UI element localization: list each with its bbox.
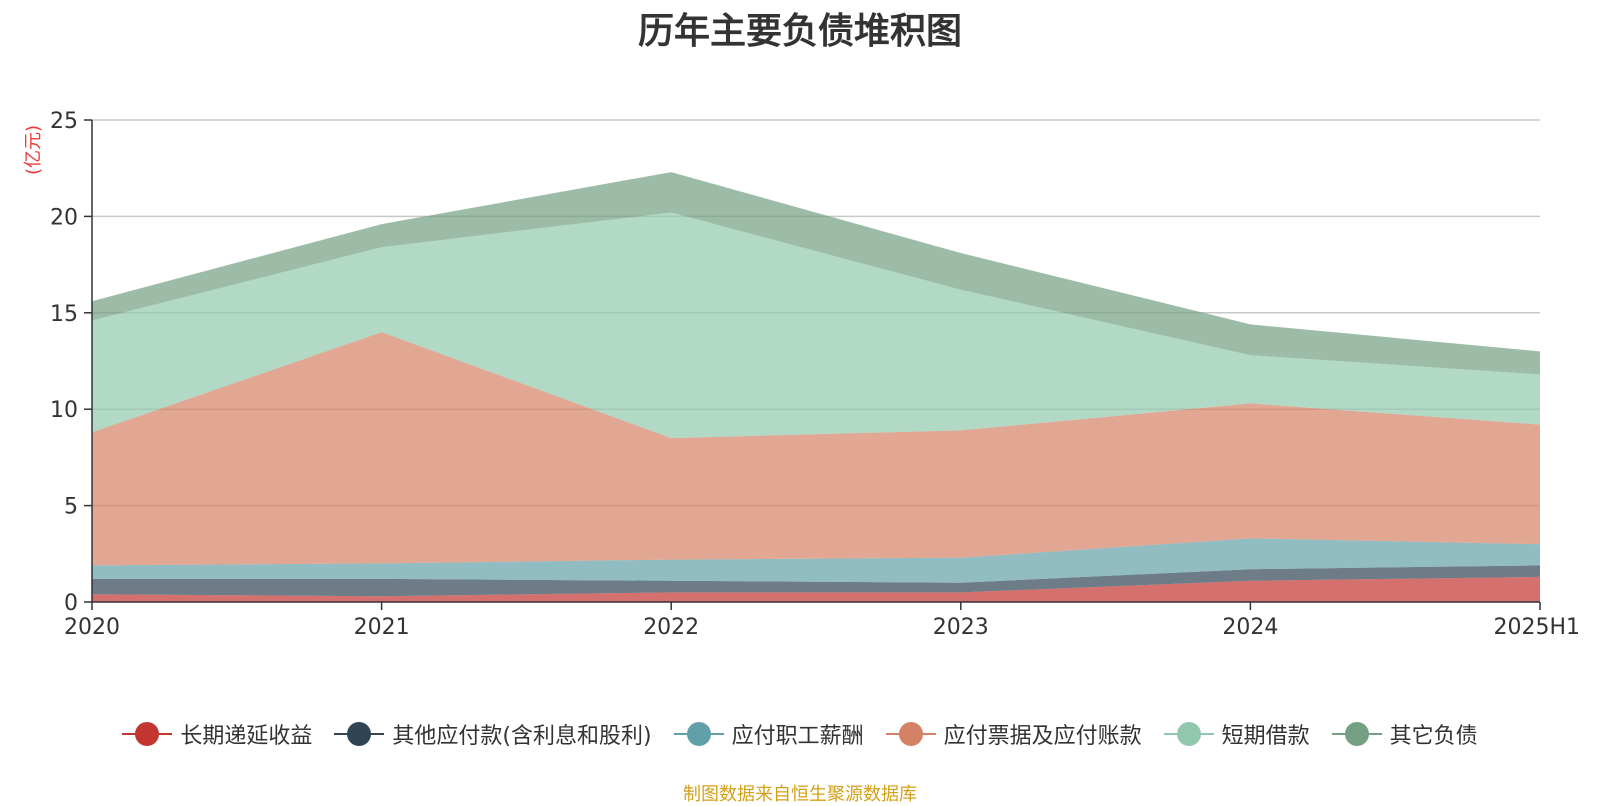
legend-label: 短期借款 bbox=[1221, 724, 1310, 749]
source-note: 制图数据来自恒生聚源数据库 bbox=[683, 784, 917, 805]
area-series-0 bbox=[92, 576, 1540, 602]
x-tick-label-3: 2023 bbox=[933, 615, 989, 640]
legend-marker-icon bbox=[1163, 721, 1214, 747]
x-tick-label-0: 2020 bbox=[64, 615, 120, 640]
y-tick-label-5: 5 bbox=[64, 495, 78, 520]
y-tick-label-25: 25 bbox=[50, 109, 78, 134]
y-tick-label-20: 20 bbox=[50, 205, 78, 230]
legend-label: 应付票据及应付账款 bbox=[943, 724, 1142, 749]
x-tick-label-4: 2024 bbox=[1222, 615, 1278, 640]
area-series-4 bbox=[92, 212, 1540, 439]
legend-item-5[interactable]: 其它负债 bbox=[1331, 718, 1478, 750]
y-tick-label-0: 0 bbox=[64, 591, 78, 616]
axes: 0 5 10 15 20 25 2020 2021 2022 2023 2024 2025H1 bbox=[50, 109, 1580, 640]
legend-marker-icon bbox=[122, 721, 173, 747]
legend-item-1[interactable]: 其他应付款(含利息和股利) bbox=[334, 718, 652, 750]
legend: 长期递延收益 其他应付款(含利息和股利) 应付职工薪酬 应付票据及应付账款 短期借款 其它… bbox=[0, 714, 1600, 754]
legend-label: 其它负债 bbox=[1389, 724, 1478, 749]
legend-label: 应付职工薪酬 bbox=[731, 724, 864, 749]
legend-item-0[interactable]: 长期递延收益 bbox=[122, 718, 312, 750]
chart-title: 历年主要负债堆积图 bbox=[637, 11, 962, 52]
area-series-1 bbox=[92, 565, 1540, 597]
area-series-3 bbox=[92, 332, 1540, 566]
y-tick-label-10: 10 bbox=[50, 398, 78, 423]
legend-label: 长期递延收益 bbox=[180, 724, 313, 749]
area-series bbox=[92, 172, 1540, 602]
legend-item-2[interactable]: 应付职工薪酬 bbox=[673, 718, 864, 750]
legend-label: 其他应付款(含利息和股利) bbox=[392, 724, 652, 749]
y-tick-label-15: 15 bbox=[50, 302, 78, 327]
legend-marker-icon bbox=[334, 721, 385, 747]
area-series-2 bbox=[92, 538, 1540, 583]
x-tick-label-5: 2025H1 bbox=[1493, 615, 1580, 640]
legend-marker-icon bbox=[673, 721, 724, 747]
legend-marker-icon bbox=[885, 721, 936, 747]
x-tick-label-2: 2022 bbox=[643, 615, 699, 640]
area-series-5 bbox=[92, 172, 1540, 375]
x-tick-label-1: 2021 bbox=[354, 615, 410, 640]
legend-item-3[interactable]: 应付票据及应付账款 bbox=[885, 718, 1142, 750]
legend-marker-icon bbox=[1331, 721, 1382, 747]
legend-item-4[interactable]: 短期借款 bbox=[1163, 718, 1310, 750]
